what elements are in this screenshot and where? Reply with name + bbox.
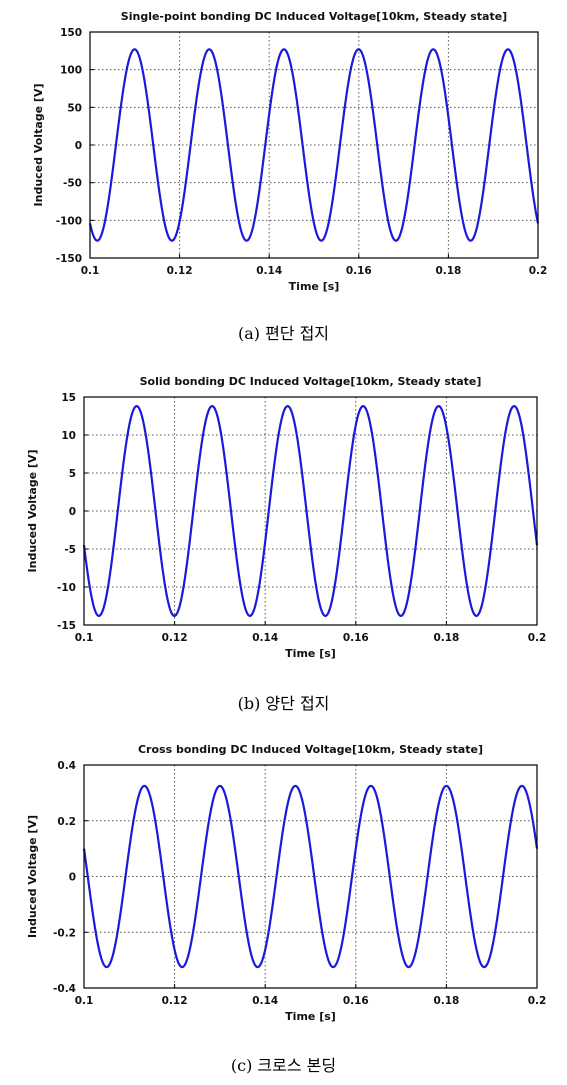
x-tick-label: 0.18 (433, 995, 459, 1007)
y-tick-label: 0 (75, 140, 82, 152)
caption-b: (b) 양단 접지 (237, 694, 330, 713)
series-line (82, 405, 539, 617)
chart-a: Single-point bonding DC Induced Voltage[… (32, 10, 548, 293)
y-tick-label: 0 (69, 872, 76, 884)
x-tick-label: 0.12 (167, 265, 193, 277)
x-tick-label: 0.16 (346, 265, 372, 277)
chart-panel-c: Cross bonding DC Induced Voltage[10km, S… (0, 730, 567, 1085)
series-line (88, 48, 540, 242)
y-tick-label: -15 (57, 620, 76, 632)
x-axis-label: Time [s] (285, 1010, 336, 1023)
plot-frame (83, 396, 538, 626)
x-tick-label: 0.2 (528, 632, 547, 644)
y-tick-label: 100 (60, 65, 82, 77)
y-tick-label: -0.2 (53, 927, 76, 939)
x-tick-label: 0.16 (343, 995, 369, 1007)
y-tick-label: 5 (69, 468, 76, 480)
plot-frame (83, 764, 538, 989)
x-tick-label: 0.18 (433, 632, 459, 644)
x-tick-label: 0.2 (529, 265, 548, 277)
x-tick-label: 0.12 (162, 995, 188, 1007)
chart-panel-a: Single-point bonding DC Induced Voltage[… (0, 0, 567, 360)
x-axis-label: Time [s] (285, 647, 336, 660)
grid (84, 765, 537, 988)
y-axis-label: Induced Voltage [V] (26, 815, 39, 938)
x-tick-label: 0.14 (252, 632, 278, 644)
chart-title: Solid bonding DC Induced Voltage[10km, S… (140, 375, 482, 388)
chart-title: Single-point bonding DC Induced Voltage[… (121, 10, 507, 23)
plot-frame (89, 31, 539, 259)
y-tick-label: 10 (61, 430, 76, 442)
x-tick-label: 0.16 (343, 632, 369, 644)
y-tick-label: 0.4 (57, 760, 76, 772)
chart-panel-b: Solid bonding DC Induced Voltage[10km, S… (0, 360, 567, 725)
chart-title: Cross bonding DC Induced Voltage[10km, S… (138, 743, 483, 756)
y-tick-label: -100 (56, 215, 82, 227)
chart-b: Solid bonding DC Induced Voltage[10km, S… (26, 375, 547, 660)
y-tick-label: -10 (57, 582, 76, 594)
caption-a: (a) 편단 접지 (237, 324, 330, 343)
x-tick-label: 0.14 (252, 995, 278, 1007)
x-tick-label: 0.14 (256, 265, 282, 277)
y-axis-label: Induced Voltage [V] (26, 450, 39, 573)
x-tick-label: 0.1 (75, 632, 94, 644)
x-tick-label: 0.12 (162, 632, 188, 644)
y-tick-label: 150 (60, 27, 82, 39)
y-tick-label: -150 (56, 253, 82, 265)
series-line (82, 784, 539, 969)
y-tick-label: -50 (63, 178, 82, 190)
caption-c: (c) 크로스 본딩 (230, 1056, 337, 1075)
y-tick-label: 15 (61, 392, 76, 404)
x-tick-label: 0.1 (75, 995, 94, 1007)
y-tick-label: -0.4 (53, 983, 76, 995)
y-tick-label: 0 (69, 506, 76, 518)
y-tick-label: 50 (67, 102, 82, 114)
x-tick-label: 0.18 (435, 265, 461, 277)
x-tick-label: 0.2 (528, 995, 547, 1007)
x-axis-label: Time [s] (289, 280, 340, 293)
grid (84, 397, 537, 625)
y-axis-label: Induced Voltage [V] (32, 84, 45, 207)
chart-c: Cross bonding DC Induced Voltage[10km, S… (26, 743, 547, 1023)
y-tick-label: -5 (64, 544, 76, 556)
x-tick-label: 0.1 (81, 265, 100, 277)
y-tick-label: 0.2 (57, 816, 76, 828)
